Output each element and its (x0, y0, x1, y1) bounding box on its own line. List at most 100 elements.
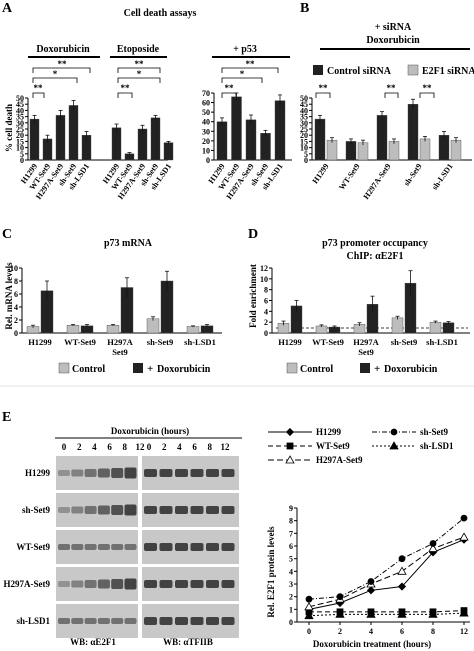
panel-e-series-sh-lsd1-point (459, 608, 469, 617)
p53-title: + p53 (233, 44, 257, 55)
blot-row-label: sh-LSD1 (16, 616, 50, 626)
ylabel-fold: Fold enrichment (248, 264, 258, 328)
blot-hour-label: 8 (208, 442, 213, 452)
panel-d-xtick-label: WT-Set9 (312, 337, 344, 347)
panel-a-ytick-label: 5 (20, 150, 24, 159)
panel-b-ytick-label: 0 (304, 156, 308, 165)
panel-e-ytick-label: 7 (289, 529, 293, 538)
panel-e-series-sh-set9-point (305, 595, 313, 603)
blot-e2f1-panel (56, 567, 138, 601)
xlabel-dox-treatment: Doxorubicin treatment (hours) (313, 639, 431, 649)
legend-label-control-sirna: Control siRNA (327, 66, 392, 77)
blot-band-tfiib (221, 543, 235, 551)
legend-sh-set9-marker (390, 428, 398, 436)
blot-band-tfiib (175, 580, 188, 588)
panel-e-series-sh-lsd1-point (304, 610, 314, 620)
panel-b-bar (419, 138, 431, 161)
panel-e-series-h297a-set9-point (304, 601, 314, 611)
blot-header: Doxorubicin (hours) (111, 426, 189, 436)
blot-band-e2f1 (124, 618, 137, 624)
panel-c-xtick-label: H1299 (28, 337, 52, 347)
panel-e-series-h1299-line (308, 539, 465, 610)
doxorubicin-title: Doxorubicin (36, 44, 90, 55)
panel-e-xtick-label: 0 (307, 627, 311, 636)
blot-band-e2f1 (124, 467, 137, 479)
p73-mrna-title: p73 mRNA (104, 238, 153, 249)
blot-band-e2f1 (58, 581, 70, 587)
panel-c-ytick-label: 6 (14, 290, 18, 299)
panel-e-xtick-label: 4 (369, 627, 373, 636)
panel-d-ytick-label: 0 (264, 329, 268, 338)
panel-b-bar (345, 141, 357, 161)
panel-d-ytick-label: 4 (264, 307, 268, 316)
panel-c-ytick-label: 0 (14, 329, 18, 338)
panel-b-bar (450, 139, 462, 161)
blot-hour-label: 2 (162, 442, 167, 452)
blot-hour-label: 6 (107, 442, 112, 452)
ylabel-rel-mrna: Rel. mRNA levels (4, 262, 14, 330)
panel-a-ytick-label: 15 (16, 137, 24, 146)
panel-a-bar (163, 142, 174, 161)
blot-hour-label: 0 (147, 442, 152, 452)
sig-a-2: * (53, 69, 58, 79)
blot-band-tfiib (175, 506, 188, 514)
panel-a-ytick-label: 0 (20, 156, 24, 165)
blot-band-e2f1 (71, 544, 84, 550)
blot-band-tfiib (206, 543, 219, 551)
panel-c-xtick-label: sh-Set9 (147, 337, 173, 347)
blot-band-tfiib (190, 617, 204, 625)
panel-c-bar (106, 325, 120, 334)
panel-b-xtick-label: WT-Set9 (337, 162, 362, 192)
panel-c-bar (66, 325, 80, 334)
panel-c-bar (146, 318, 160, 334)
panel-e-ytick-label: 6 (289, 542, 293, 551)
sig-b-2: ** (387, 83, 397, 93)
blot-hour-label: 4 (177, 442, 182, 452)
blot-band-e2f1 (58, 507, 70, 513)
panel-e-series-sh-set9-point (336, 593, 344, 601)
panel-e-series-sh-lsd1-point (397, 609, 407, 618)
panel-e-series-h1299-point (397, 582, 407, 591)
blot-row-label: H1299 (25, 468, 51, 478)
sirna-title-2: Doxorubicin (366, 35, 420, 46)
panel-a-p53-bar (274, 100, 286, 161)
blot-band-e2f1 (84, 544, 97, 550)
blot-band-tfiib (144, 617, 157, 625)
blot-band-tfiib (159, 580, 173, 588)
legend-sh-lsd1-label: sh-LSD1 (420, 441, 454, 451)
sig-a-4: ** (121, 83, 131, 93)
panel-c-ytick-label: 2 (14, 316, 18, 325)
blot-band-e2f1 (111, 618, 124, 624)
blot-hour-label: 2 (77, 442, 82, 452)
panel-c-ytick-label: 8 (14, 277, 18, 286)
panel-a-bar (111, 127, 122, 161)
legend-plus-c: + (147, 363, 153, 375)
panel-a-ytick-label: 35 (16, 113, 24, 122)
blot-band-tfiib (144, 543, 157, 551)
blot-band-tfiib (159, 543, 173, 551)
blot-row-label: sh-Set9 (22, 505, 51, 515)
panel-a-bar (137, 128, 148, 161)
panel-a-ytick-label: 50 (16, 94, 24, 103)
panel-b-xtick-label: sh-Set9 (402, 162, 424, 188)
panel-d-bar (442, 322, 455, 334)
blot-e2f1-panel (56, 493, 138, 527)
panel-d-xtick-label: H1299 (278, 337, 302, 347)
blot-band-tfiib (190, 543, 204, 551)
panel-e-series-h297a-set9-point (459, 532, 469, 541)
blot-band-tfiib (190, 506, 204, 514)
panel-e-ytick-label: 3 (289, 580, 293, 589)
panel-d-bar (391, 317, 404, 334)
blot-row-label: WT-Set9 (16, 542, 50, 552)
panel-d-ytick-label: 6 (264, 297, 268, 306)
blot-band-tfiib (144, 469, 157, 477)
blot-band-e2f1 (84, 469, 97, 477)
panel-a-ytick-label: 25 (16, 125, 24, 134)
sig-a-7: ** (225, 83, 235, 93)
panel-letter-c: C (2, 227, 12, 242)
panel-e-series-sh-lsd1-point (335, 609, 345, 618)
sig-a-3: ** (58, 59, 68, 69)
legend-swatch-control-c (58, 362, 70, 374)
legend-label-control-c: Control (72, 364, 105, 375)
